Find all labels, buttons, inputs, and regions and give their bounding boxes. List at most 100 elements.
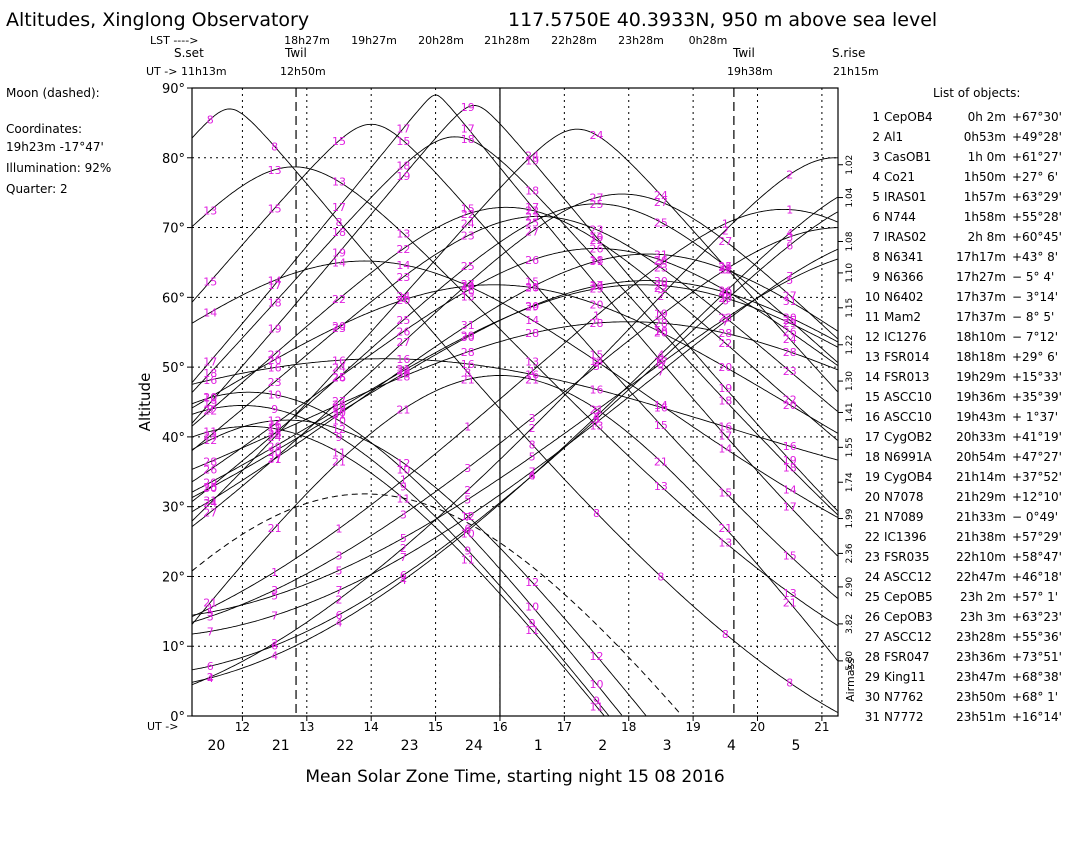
curve-label: 20 bbox=[268, 354, 282, 367]
curve-label: 18 bbox=[203, 367, 217, 380]
curve-label: 20 bbox=[396, 294, 410, 307]
curve-label: 21 bbox=[525, 373, 539, 386]
curve-label: 26 bbox=[396, 326, 410, 339]
ut-bottom-label: UT -> bbox=[147, 720, 178, 733]
object-list: 1 CepOB4 0h 2m +67°30' 2 Al1 0h53m +49°28' 3 CasO… bbox=[865, 110, 1062, 724]
curve-label: 14 bbox=[332, 257, 346, 270]
object-name: FSR035 bbox=[884, 550, 930, 564]
object-curve bbox=[191, 391, 623, 716]
object-number: 3 bbox=[872, 150, 880, 164]
object-dec: − 0°49' bbox=[1012, 510, 1058, 524]
object-dec: +58°47' bbox=[1012, 550, 1062, 564]
object-list-item: 16 ASCC10 19h43m + 1°37' bbox=[865, 410, 1058, 424]
curve-label: 17 bbox=[203, 355, 217, 368]
curve-label: 2 bbox=[400, 542, 407, 555]
curve-label: 22 bbox=[396, 243, 410, 256]
curve-label: 28 bbox=[203, 456, 217, 469]
curve-label: 8 bbox=[207, 113, 214, 126]
curve-label: 22 bbox=[590, 234, 604, 247]
curve-label: 24 bbox=[654, 189, 668, 202]
curve-label: 8 bbox=[657, 571, 664, 584]
airmass-tick-label: 1.55 bbox=[845, 437, 855, 457]
object-list-item: 5 IRAS01 1h57m +63°29' bbox=[872, 190, 1062, 204]
curve-label: 13 bbox=[783, 587, 797, 600]
curve-label: 8 bbox=[400, 292, 407, 305]
curve-label: 30 bbox=[396, 368, 410, 381]
curve-label: 3 bbox=[657, 309, 664, 322]
curve-label: 19 bbox=[783, 454, 797, 467]
curve-label: 29 bbox=[461, 330, 475, 343]
object-number: 26 bbox=[865, 610, 880, 624]
curve-label: 2 bbox=[464, 484, 471, 497]
object-ra: 20h54m bbox=[956, 450, 1006, 464]
object-number: 8 bbox=[872, 250, 880, 264]
curve-label: 30 bbox=[525, 300, 539, 313]
airmass-tick-label: 1.10 bbox=[845, 263, 855, 283]
curve-label: 19 bbox=[396, 170, 410, 183]
local-time-tick-label: 22 bbox=[336, 738, 354, 754]
object-ra: 23h51m bbox=[956, 710, 1006, 724]
curve-label: 31 bbox=[396, 363, 410, 376]
object-dec: +29° 6' bbox=[1012, 350, 1058, 364]
object-list-item: 6 N744 1h58m +55°28' bbox=[872, 210, 1062, 224]
altitude-tick-labels: 0° 10° 20° 30° 40° 50° 60° 70° 80° 90° bbox=[162, 82, 192, 725]
curve-label: 30 bbox=[590, 280, 604, 293]
object-curve bbox=[191, 227, 838, 623]
curve-label: 23 bbox=[718, 311, 732, 324]
curve-label: 30 bbox=[332, 407, 346, 420]
curve-label: 27 bbox=[590, 192, 604, 205]
object-number: 28 bbox=[865, 650, 880, 664]
airmass-tick-label: 3.82 bbox=[845, 614, 855, 634]
y-tick-label: 10° bbox=[162, 640, 185, 655]
curve-label: 3 bbox=[722, 264, 729, 277]
curve-label: 5 bbox=[464, 493, 471, 506]
curve-label: 14 bbox=[654, 399, 668, 412]
curve-label: 6 bbox=[464, 522, 471, 535]
curve-label: 17 bbox=[396, 122, 410, 135]
curve-label: 14 bbox=[525, 314, 539, 327]
curve-label: 8 bbox=[722, 628, 729, 641]
object-dec: +27° 6' bbox=[1012, 170, 1058, 184]
object-dec: +68°38' bbox=[1012, 670, 1062, 684]
object-name: N7762 bbox=[884, 690, 924, 704]
curve-label: 3 bbox=[529, 412, 536, 425]
curve-label: 18 bbox=[268, 297, 282, 310]
object-name: CygOB4 bbox=[884, 470, 932, 484]
object-curve bbox=[191, 128, 838, 522]
curve-label: 21 bbox=[590, 403, 604, 416]
object-list-title: List of objects: bbox=[933, 86, 1020, 100]
curve-label: 5 bbox=[786, 274, 793, 287]
curve-label: 30 bbox=[461, 331, 475, 344]
curve-label: 23 bbox=[203, 430, 217, 443]
curve-label: 30 bbox=[268, 445, 282, 458]
object-list-item: 28 FSR047 23h36m +73°51' bbox=[865, 650, 1062, 664]
curve-label: 16 bbox=[783, 440, 797, 453]
object-number: 30 bbox=[865, 690, 880, 704]
curve-label: 13 bbox=[396, 228, 410, 241]
curve-label: 1 bbox=[464, 421, 471, 434]
curve-label: 29 bbox=[654, 280, 668, 293]
curve-label: 18 bbox=[396, 160, 410, 173]
curve-label: 4 bbox=[529, 470, 536, 483]
curve-label: 27 bbox=[654, 196, 668, 209]
object-curve bbox=[191, 196, 838, 683]
curve-label: 23 bbox=[654, 262, 668, 275]
curve-label: 22 bbox=[268, 348, 282, 361]
airmass-tick-label: 1.04 bbox=[845, 187, 855, 207]
y-tick-label: 60° bbox=[162, 291, 185, 306]
curve-label: 27 bbox=[203, 506, 217, 519]
curve-label: 24 bbox=[525, 149, 539, 162]
curve-label: 28 bbox=[654, 317, 668, 330]
object-list-item: 7 IRAS02 2h 8m +60°45' bbox=[872, 230, 1062, 244]
curve-label: 27 bbox=[525, 225, 539, 238]
curve-label: 20 bbox=[718, 361, 732, 374]
object-ra: 21h38m bbox=[956, 530, 1006, 544]
object-number: 10 bbox=[865, 290, 880, 304]
curve-label: 1 bbox=[657, 258, 664, 271]
moon-coordinates-label: Coordinates: bbox=[6, 122, 82, 136]
object-dec: +12°10' bbox=[1012, 490, 1062, 504]
curve-label: 29 bbox=[783, 317, 797, 330]
object-ra: 23h50m bbox=[956, 690, 1006, 704]
curve-label: 16 bbox=[203, 374, 217, 387]
curve-label: 19 bbox=[654, 308, 668, 321]
